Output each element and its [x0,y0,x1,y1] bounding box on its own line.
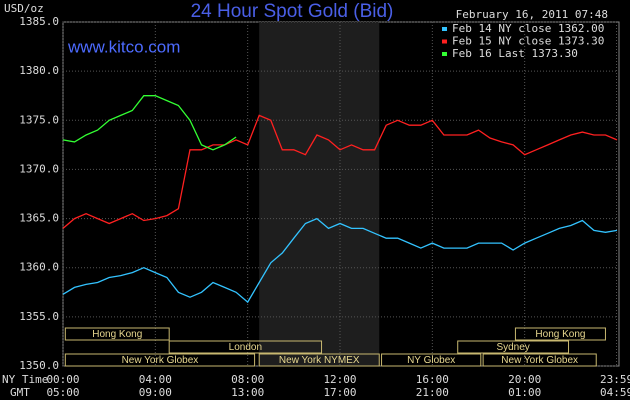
session-label: Hong Kong [92,329,142,340]
x-tick-label: 16:00 [416,373,449,386]
x-tick-label-gmt: 01:00 [508,386,541,399]
x-tick-label-gmt: 05:00 [46,386,79,399]
site-name: www.kitco.com [67,37,180,56]
y-tick-label: 1375.0 [19,113,59,126]
session-box [64,353,256,367]
y-tick-label: 1370.0 [19,162,59,175]
y-tick-label: 1385.0 [19,15,59,28]
y-tick-label: 1360.0 [19,261,59,274]
session-box [514,327,606,341]
x-tick-label-gmt: 21:00 [416,386,449,399]
x-tick-label: 00:00 [46,373,79,386]
x-tick-label: 12:00 [323,373,356,386]
session-label: NY Globex [407,355,455,366]
x-row-label: NY Time [2,373,48,386]
session-label: Sydney [496,342,529,353]
timestamp: February 16, 2011 07:48 [456,8,608,21]
legend-swatch [442,39,447,44]
session-label: London [229,342,262,353]
x-tick-label-gmt: 17:00 [323,386,356,399]
session-highlight [259,22,380,366]
series-line [62,114,618,229]
session-box [64,327,170,341]
y-label: USD/oz [4,2,44,15]
series-line [62,95,237,151]
x-tick-label-gmt: 04:59 [600,386,630,399]
session-label: New York Globex [122,355,199,366]
legend-label: Feb 16 Last 1373.30 [452,47,578,60]
x-tick-label: 08:00 [231,373,264,386]
session-box [482,353,597,367]
x-tick-label: 04:00 [139,373,172,386]
y-tick-label: 1350.0 [19,359,59,372]
y-tick-label: 1355.0 [19,310,59,323]
legend-label: Feb 14 NY close 1362.00 [452,22,604,35]
session-box [258,353,380,367]
legend-label: Feb 15 NY close 1373.30 [452,35,604,48]
session-label: New York Globex [501,355,578,366]
x-tick-label-gmt: 13:00 [231,386,264,399]
x-row-label: GMT [10,386,30,399]
session-box [381,353,482,367]
x-tick-label: 20:00 [508,373,541,386]
y-tick-label: 1365.0 [19,212,59,225]
series-line [62,217,618,304]
x-tick-label: 23:59 [600,373,630,386]
legend-swatch [442,27,447,31]
session-box [168,340,323,354]
session-label: New York NYMEX [279,355,360,366]
legend-swatch [442,52,447,56]
session-label: Hong Kong [535,329,585,340]
chart-title: 24 Hour Spot Gold (Bid) [191,1,394,22]
x-tick-label-gmt: 09:00 [139,386,172,399]
session-box [457,340,570,354]
y-tick-label: 1380.0 [19,64,59,77]
